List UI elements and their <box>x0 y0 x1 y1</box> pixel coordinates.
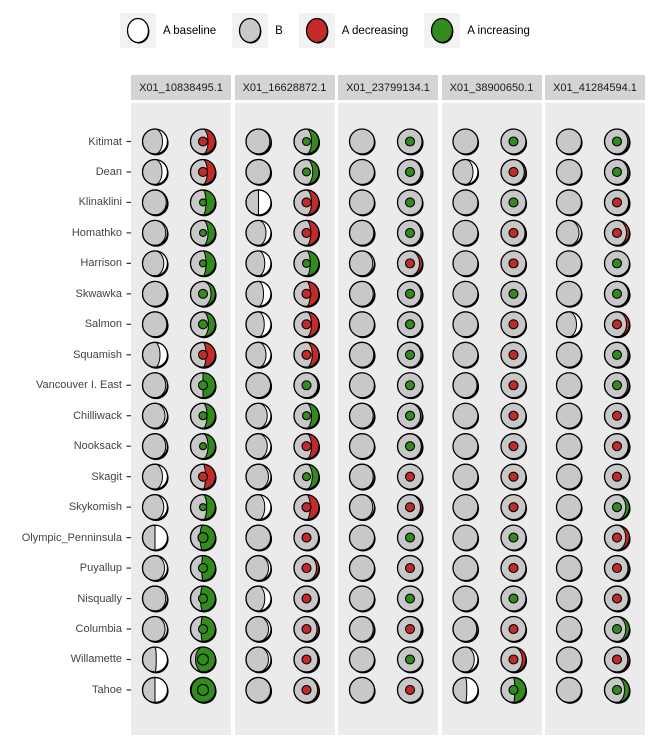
legend-label: A increasing <box>467 24 530 37</box>
legend-key-swatch <box>298 13 335 48</box>
legend-item-a-decreasing: A decreasing <box>298 13 409 48</box>
facet-strip-2: X01_23799134.1 <box>338 75 438 100</box>
legend-key-swatch <box>120 13 157 48</box>
legend-label: A decreasing <box>341 24 409 37</box>
row-label-squamish: Squamish <box>73 348 122 361</box>
row-label-salmon: Salmon <box>84 318 122 331</box>
row-label-tahoe: Tahoe <box>92 683 122 696</box>
row-label-klinaklini: Klinaklini <box>78 196 122 209</box>
row-label-nooksack: Nooksack <box>73 440 122 453</box>
facet-panel-2 <box>338 103 438 735</box>
facet-panel-4 <box>545 103 645 735</box>
facet-panel-0 <box>131 103 231 735</box>
row-label-willamette: Willamette <box>70 653 122 666</box>
row-label-dean: Dean <box>95 165 122 178</box>
row-label-skwawka: Skwawka <box>75 287 122 300</box>
legend-label: B <box>275 24 283 37</box>
facet-strip-3: X01_38900650.1 <box>441 75 542 100</box>
facet-panel-3 <box>441 103 542 735</box>
row-label-skykomish: Skykomish <box>68 501 122 514</box>
facet-strip-4: X01_41284594.1 <box>545 75 645 100</box>
facet-strip-1: X01_16628872.1 <box>234 75 335 100</box>
row-label-harrison: Harrison <box>80 257 122 270</box>
row-label-vancouver-i-east: Vancouver I. East <box>35 379 122 392</box>
row-label-chilliwack: Chilliwack <box>73 409 122 422</box>
row-label-skagit: Skagit <box>91 470 122 483</box>
row-label-puyallup: Puyallup <box>79 562 122 575</box>
legend-label: A baseline <box>163 24 217 37</box>
legend-item-a-baseline: A baseline <box>120 13 216 48</box>
legend-key-swatch <box>424 13 461 48</box>
legend-item-a-increasing: A increasing <box>424 13 530 48</box>
row-label-kitimat: Kitimat <box>88 135 122 148</box>
legend-circle-icon <box>238 17 262 44</box>
facet-strip-0: X01_10838495.1 <box>131 75 231 100</box>
row-label-nisqually: Nisqually <box>77 592 122 605</box>
legend-item-b: B <box>232 13 283 48</box>
legend-key-swatch <box>232 13 269 48</box>
row-label-olympic-penninsula: Olympic_Penninsula <box>21 531 122 544</box>
row-label-columbia: Columbia <box>75 623 122 636</box>
legend-circle-icon <box>126 17 150 44</box>
facet-panel-1 <box>234 103 335 735</box>
legend-circle-icon <box>305 17 329 44</box>
legend: A baseline B A decreasing A increasing <box>0 13 650 48</box>
row-label-homathko: Homathko <box>71 226 122 239</box>
legend-circle-icon <box>431 17 454 44</box>
